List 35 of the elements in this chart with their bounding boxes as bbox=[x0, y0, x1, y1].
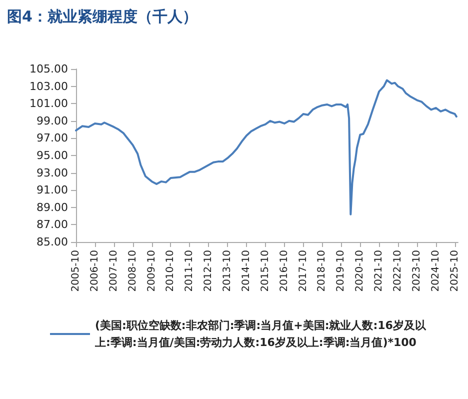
x-tick-label: 2018-10 bbox=[316, 250, 328, 292]
x-tick-label: 2023-10 bbox=[411, 250, 422, 292]
x-tick-label: 2021-10 bbox=[374, 250, 385, 292]
x-tick-label: 2006-10 bbox=[89, 250, 100, 292]
y-tick-label: 95.00 bbox=[36, 149, 68, 162]
x-tick-label: 2017-10 bbox=[298, 250, 309, 292]
y-tick-label: 99.00 bbox=[36, 114, 68, 128]
y-tick-label: 101.00 bbox=[30, 97, 68, 110]
x-tick-label: 2005-10 bbox=[70, 250, 82, 292]
y-tick-label: 87.00 bbox=[36, 218, 68, 232]
x-tick-label: 2020-10 bbox=[354, 250, 366, 292]
x-tick-label: 2007-10 bbox=[108, 250, 120, 292]
x-tick-label: 2013-10 bbox=[222, 250, 234, 292]
x-tick-label: 2010-10 bbox=[165, 250, 176, 292]
legend-label: (美国:职位空缺数:非农部门:季调:当月值+美国:就业人数:16岁及以上:季调:当月值/美国:劳动力人数:16岁及以上:季调:当月值)*100 bbox=[94, 319, 427, 349]
x-tick-label: 2012-10 bbox=[203, 250, 214, 292]
y-tick-label: 105.00 bbox=[30, 62, 68, 76]
y-tick-label: 93.00 bbox=[36, 166, 68, 180]
x-tick-label: 2014-10 bbox=[240, 250, 252, 292]
x-tick-label: 2011-10 bbox=[184, 250, 196, 292]
x-tick-label: 2009-10 bbox=[146, 250, 158, 292]
x-tick-label: 2025-10 bbox=[449, 250, 460, 292]
y-tick-label: 97.00 bbox=[36, 132, 68, 145]
x-tick-label: 2016-10 bbox=[278, 250, 290, 292]
x-tick-label: 2024-10 bbox=[430, 250, 442, 292]
y-tick-label: 89.00 bbox=[36, 200, 68, 214]
y-tick-label: 103.00 bbox=[30, 80, 68, 93]
x-tick-label: 2015-10 bbox=[260, 250, 271, 292]
line-series bbox=[75, 79, 458, 216]
x-tick-label: 2022-10 bbox=[392, 250, 404, 292]
x-tick-label: 2008-10 bbox=[127, 250, 138, 292]
y-tick-label: 91.00 bbox=[36, 184, 68, 197]
chart-title: 图4：就业紧绷程度（千人） bbox=[7, 8, 198, 26]
y-tick-label: 85.00 bbox=[36, 236, 68, 248]
x-tick-label: 2019-10 bbox=[336, 250, 347, 292]
